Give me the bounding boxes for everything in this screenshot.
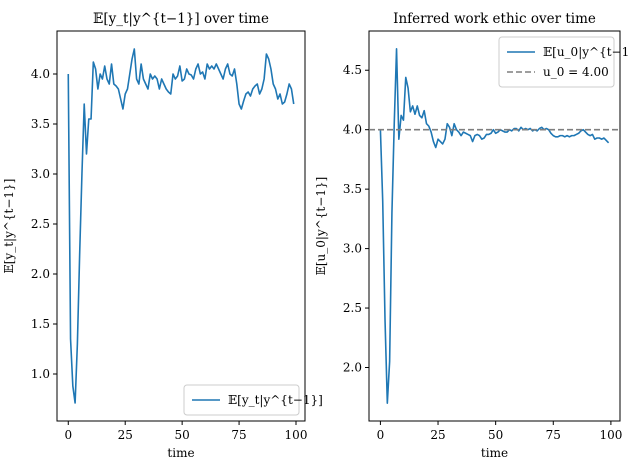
left-series-line — [67, 48, 295, 404]
right-y-ticks: 2.0 2.5 3.0 3.5 4.0 4.5 — [343, 63, 369, 374]
left-series-group — [67, 48, 295, 404]
right-series-line — [379, 48, 610, 404]
right-x-axis-label: time — [481, 446, 508, 460]
right-x-ticks: 0 25 50 75 100 — [377, 421, 622, 442]
left-y-ticks: 1.0 1.5 2.0 2.5 3.0 3.5 4.0 — [31, 67, 57, 381]
left-y-tick-label: 3.5 — [31, 117, 50, 131]
left-legend: 𝔼[y_t|y^{t−1}] — [183, 384, 323, 416]
left-plot-frame — [56, 30, 306, 422]
right-y-tick-label: 4.0 — [343, 123, 362, 137]
right-x-tick-label: 100 — [599, 428, 622, 442]
left-y-tick-label: 1.5 — [31, 317, 50, 331]
left-x-tick-label: 100 — [285, 428, 308, 442]
right-y-tick-label: 4.5 — [343, 63, 362, 77]
right-chart-title: Inferred work ethic over time — [393, 11, 596, 27]
right-x-tick-label: 50 — [488, 428, 503, 442]
left-x-ticks: 0 25 50 75 100 — [64, 421, 307, 442]
left-legend-box — [183, 384, 300, 416]
left-y-tick-label: 2.5 — [31, 217, 50, 231]
left-y-axis-label: 𝔼[y_t|y^{t−1}] — [2, 179, 16, 274]
left-x-tick-label: 0 — [64, 428, 72, 442]
left-x-tick-label: 50 — [174, 428, 189, 442]
left-legend-label: 𝔼[y_t|y^{t−1}] — [228, 393, 323, 407]
left-x-tick-label: 25 — [118, 428, 133, 442]
right-legend-label: 𝔼[u_0|y^{t−1}] — [543, 45, 629, 59]
left-chart-title: 𝔼[y_t|y^{t−1}] over time — [93, 11, 269, 27]
left-y-tick-label: 3.0 — [31, 167, 50, 181]
left-y-tick-label: 1.0 — [31, 367, 50, 381]
right-x-tick-label: 0 — [377, 428, 385, 442]
right-legend-label: u_0 = 4.00 — [543, 65, 609, 79]
left-x-axis-label: time — [167, 446, 194, 460]
right-plot-frame — [368, 30, 621, 422]
right-chart-panel: 2.0 2.5 3.0 3.5 4.0 4.5 0 25 50 75 100 Inferred w… — [314, 11, 629, 460]
right-y-tick-label: 2.5 — [343, 301, 362, 315]
right-x-tick-label: 75 — [546, 428, 561, 442]
right-y-tick-label: 3.0 — [343, 242, 362, 256]
right-legend-box — [498, 36, 615, 88]
left-y-tick-label: 4.0 — [31, 67, 50, 81]
left-chart-panel: 1.0 1.5 2.0 2.5 3.0 3.5 4.0 0 25 50 75 100 𝔼[y_t|y… — [2, 11, 323, 460]
right-series-group — [369, 48, 620, 404]
right-legend: 𝔼[u_0|y^{t−1}] u_0 = 4.00 — [498, 36, 629, 88]
right-y-tick-label: 3.5 — [343, 182, 362, 196]
right-y-tick-label: 2.0 — [343, 360, 362, 374]
left-x-tick-label: 75 — [231, 428, 246, 442]
left-y-tick-label: 2.0 — [31, 267, 50, 281]
right-y-axis-label: 𝔼[u_0|y^{t−1}] — [314, 177, 328, 276]
right-x-tick-label: 25 — [430, 428, 445, 442]
